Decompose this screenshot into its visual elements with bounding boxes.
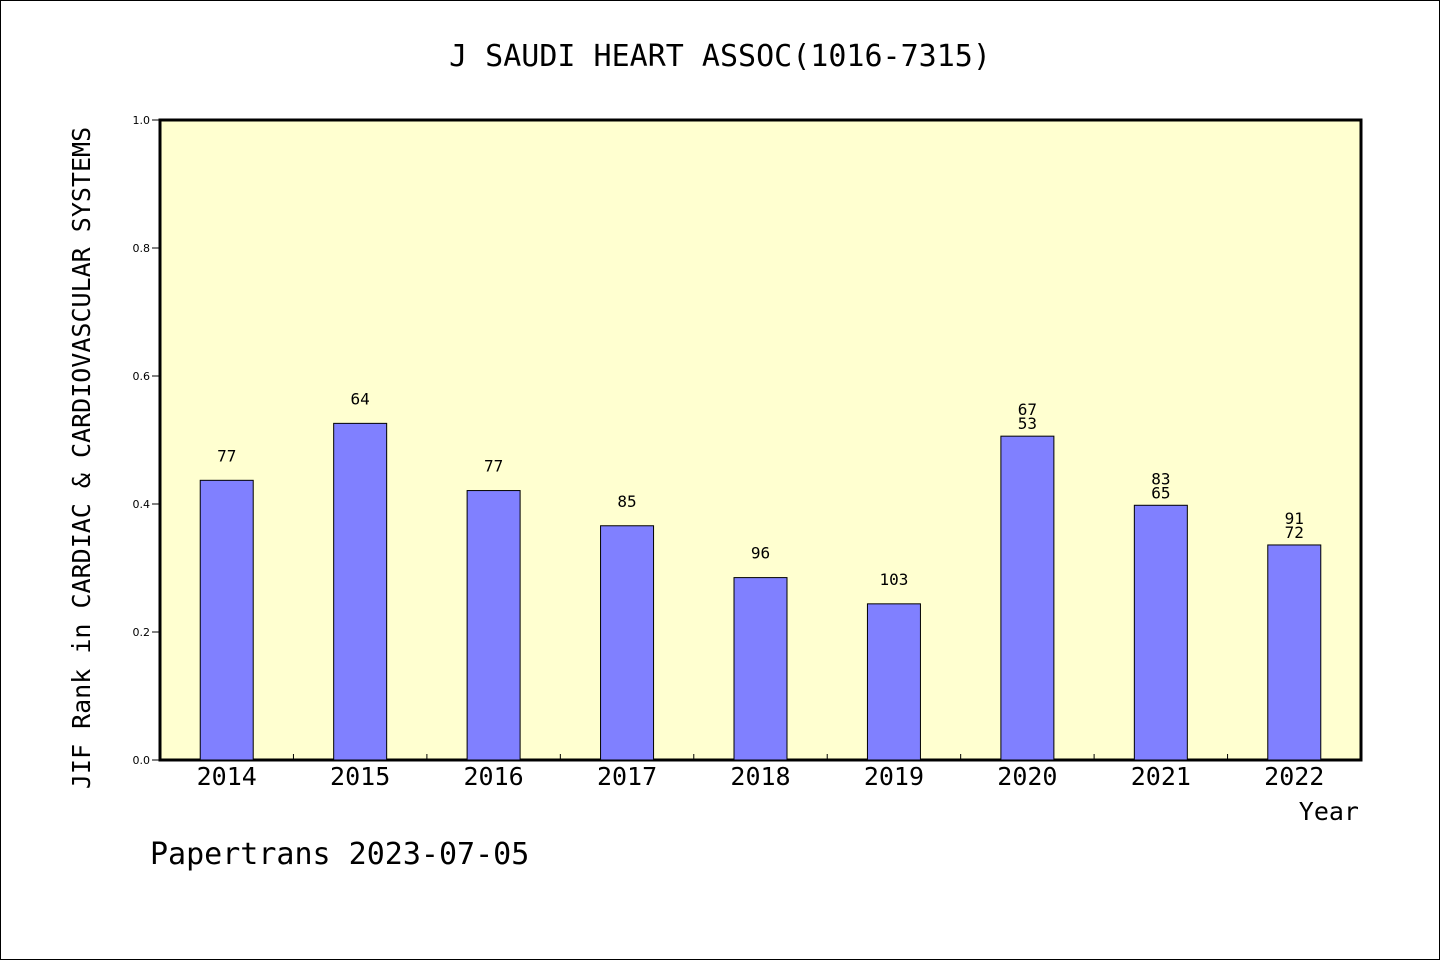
bar-2018	[733, 577, 788, 761]
x-axis-label: Year	[1299, 797, 1359, 826]
x-tick-label: 2016	[464, 762, 524, 791]
bar-value-label: 67	[1018, 400, 1037, 419]
bar-value-label: 64	[351, 389, 370, 408]
bar-value-label: 65	[1151, 483, 1170, 502]
bar-value-label: 85	[617, 492, 636, 511]
chart-title: J SAUDI HEART ASSOC(1016-7315)	[449, 39, 991, 74]
bar-2016	[466, 490, 521, 761]
x-tick-label: 2020	[997, 762, 1057, 791]
x-tick-label: 2018	[730, 762, 790, 791]
y-tick-label: 0.2	[133, 626, 151, 639]
x-tick-label: 2022	[1264, 762, 1324, 791]
x-tick-label: 2019	[864, 762, 924, 791]
bar-2021	[1133, 504, 1188, 761]
bar-value-label: 77	[217, 446, 236, 465]
bar-value-label: 83	[1151, 469, 1170, 488]
ticks-layer: 2014 2015 2016 2017 2018 2019 2020 2021 2022 0.0 0…	[133, 114, 1325, 791]
bar-2017	[600, 525, 655, 761]
x-tick-label: 2017	[597, 762, 657, 791]
bar-value-label: 103	[879, 570, 908, 589]
x-tick-label: 2014	[197, 762, 257, 791]
y-tick-label: 0.4	[133, 498, 151, 511]
bar-value-label: 77	[484, 457, 503, 476]
bar-value-label: 53	[1018, 414, 1037, 433]
bar-2019	[866, 603, 921, 761]
x-tick-label: 2015	[330, 762, 390, 791]
bar-2020	[1000, 435, 1055, 761]
watermark-text: Papertrans 2023-07-05	[150, 837, 529, 872]
y-tick-label: 0.6	[133, 370, 151, 383]
bar-value-label: 72	[1285, 523, 1304, 542]
bar-2015	[333, 422, 388, 761]
bar-value-label: 91	[1285, 509, 1304, 528]
bar-2022	[1267, 544, 1322, 761]
bar-value-label: 96	[751, 544, 770, 563]
bar-2014	[199, 479, 254, 761]
y-tick-label: 0.8	[133, 242, 151, 255]
y-tick-label: 1.0	[133, 114, 151, 127]
x-tick-label: 2021	[1131, 762, 1191, 791]
y-axis-label: JIF Rank in CARDIAC & CARDIOVASCULAR SYS…	[67, 127, 96, 789]
y-tick-label: 0.0	[133, 754, 151, 767]
